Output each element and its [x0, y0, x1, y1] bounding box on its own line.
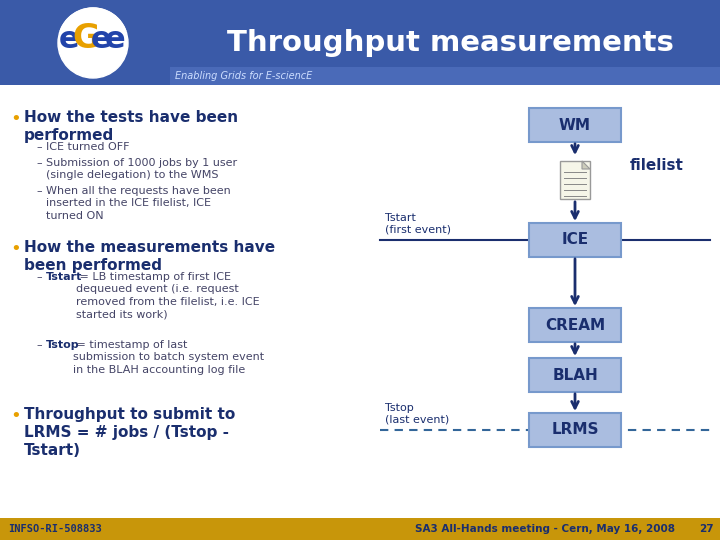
Text: INFSO-RI-508833: INFSO-RI-508833	[8, 524, 102, 534]
Text: •: •	[10, 110, 21, 128]
Text: Enabling Grids for E-sciencE: Enabling Grids for E-sciencE	[175, 71, 312, 81]
Text: •: •	[10, 240, 21, 258]
Text: filelist: filelist	[630, 158, 684, 172]
Text: SA3 All-Hands meeting - Cern, May 16, 2008: SA3 All-Hands meeting - Cern, May 16, 20…	[415, 524, 675, 534]
Text: LRMS: LRMS	[552, 422, 599, 437]
Text: –: –	[36, 158, 42, 168]
Text: When all the requests have been
inserted in the ICE filelist, ICE
turned ON: When all the requests have been inserted…	[46, 186, 230, 221]
Text: –: –	[36, 186, 42, 196]
Circle shape	[58, 8, 128, 78]
Bar	[170, 67, 720, 85]
Text: 27: 27	[698, 524, 714, 534]
FancyBboxPatch shape	[529, 308, 621, 342]
Text: Tstop
(last event): Tstop (last event)	[385, 403, 449, 425]
Wedge shape	[60, 8, 126, 43]
Text: Submission of 1000 jobs by 1 user
(single delegation) to the WMS: Submission of 1000 jobs by 1 user (singl…	[46, 158, 237, 180]
FancyBboxPatch shape	[529, 108, 621, 142]
Text: Tstart
(first event): Tstart (first event)	[385, 213, 451, 235]
Text: Tstart: Tstart	[46, 272, 82, 282]
FancyBboxPatch shape	[529, 358, 621, 392]
Text: How the measurements have
been performed: How the measurements have been performed	[24, 240, 275, 273]
Text: –: –	[36, 340, 42, 350]
Text: ICE turned OFF: ICE turned OFF	[46, 142, 130, 152]
Text: = LB timestamp of first ICE
dequeued event (i.e. request
removed from the fileli: = LB timestamp of first ICE dequeued eve…	[76, 272, 260, 319]
Bar	[0, 518, 720, 540]
Text: ICE: ICE	[562, 233, 588, 247]
Bar	[560, 161, 590, 199]
Text: = timestamp of last
submission to batch system event
in the BLAH accounting log : = timestamp of last submission to batch …	[73, 340, 264, 375]
Text: e: e	[104, 24, 125, 53]
Text: CREAM: CREAM	[545, 318, 605, 333]
Text: –: –	[36, 142, 42, 152]
Text: BLAH: BLAH	[552, 368, 598, 382]
Polygon shape	[582, 161, 590, 169]
Bar	[0, 0, 720, 85]
Text: G: G	[72, 23, 99, 56]
FancyBboxPatch shape	[529, 413, 621, 447]
Text: –: –	[36, 272, 42, 282]
Text: •: •	[10, 407, 21, 425]
Text: e: e	[59, 24, 79, 53]
Text: Tstop: Tstop	[46, 340, 80, 350]
FancyBboxPatch shape	[529, 223, 621, 257]
Text: WM: WM	[559, 118, 591, 132]
Text: Throughput measurements: Throughput measurements	[227, 29, 673, 57]
Circle shape	[55, 5, 131, 81]
Text: How the tests have been
performed: How the tests have been performed	[24, 110, 238, 143]
Text: Throughput to submit to
LRMS = # jobs / (Tstop -
Tstart): Throughput to submit to LRMS = # jobs / …	[24, 407, 235, 458]
Text: e: e	[91, 24, 112, 53]
